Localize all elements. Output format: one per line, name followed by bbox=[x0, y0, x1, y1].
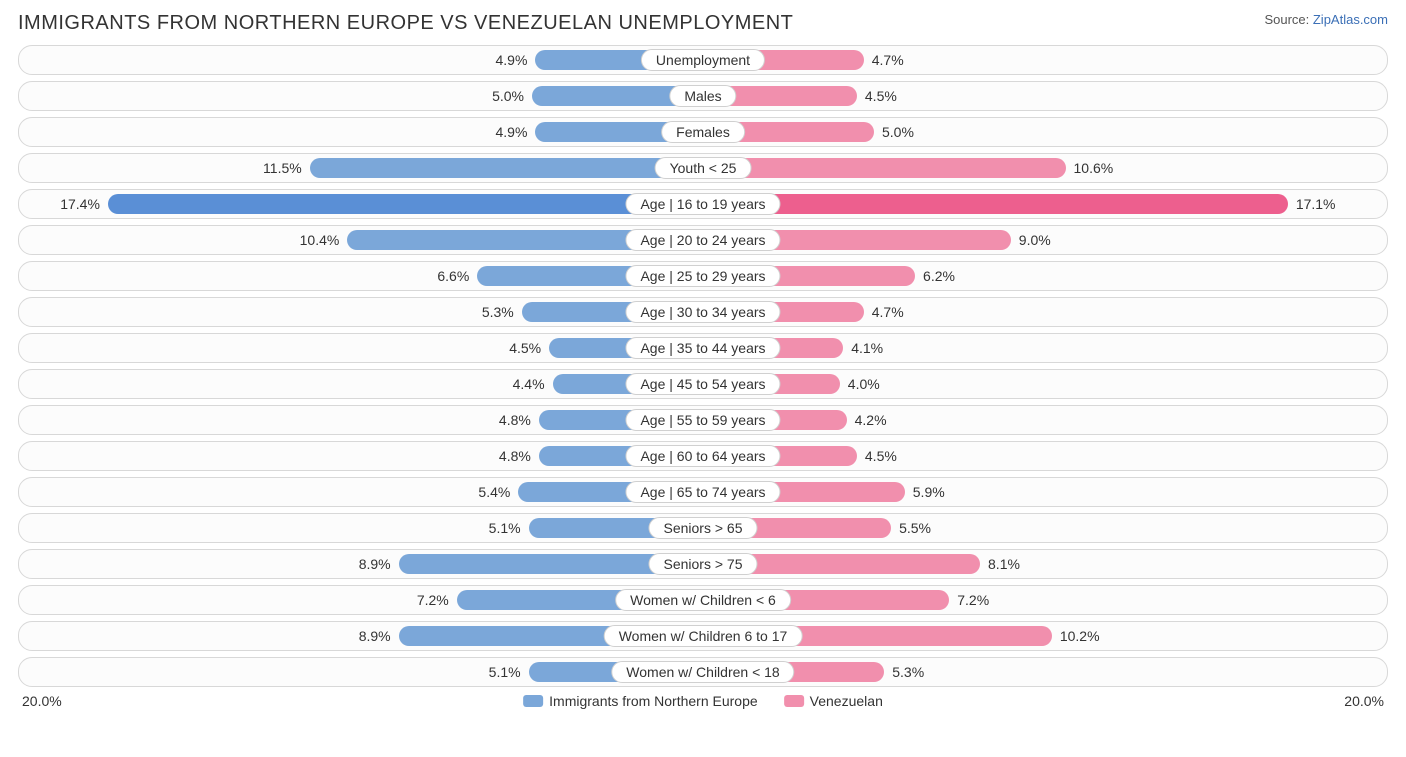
category-label: Unemployment bbox=[641, 49, 765, 71]
bar-value-right: 5.3% bbox=[892, 664, 924, 680]
bar-row: 5.1% 5.5% Seniors > 65 bbox=[18, 513, 1388, 543]
bar-value-left: 4.8% bbox=[499, 448, 531, 464]
bar-row: 10.4% 9.0% Age | 20 to 24 years bbox=[18, 225, 1388, 255]
bar-value-right: 5.0% bbox=[882, 124, 914, 140]
category-label: Age | 45 to 54 years bbox=[625, 373, 780, 395]
category-label: Women w/ Children 6 to 17 bbox=[604, 625, 803, 647]
category-label: Age | 65 to 74 years bbox=[625, 481, 780, 503]
axis-max-right: 20.0% bbox=[1344, 693, 1384, 709]
axis-max-left: 20.0% bbox=[22, 693, 62, 709]
bar-value-right: 5.9% bbox=[913, 484, 945, 500]
bar-row: 8.9% 10.2% Women w/ Children 6 to 17 bbox=[18, 621, 1388, 651]
category-label: Women w/ Children < 18 bbox=[611, 661, 794, 683]
bar-value-right: 6.2% bbox=[923, 268, 955, 284]
source-link[interactable]: ZipAtlas.com bbox=[1313, 12, 1388, 27]
category-label: Age | 55 to 59 years bbox=[625, 409, 780, 431]
bar-row: 17.4% 17.1% Age | 16 to 19 years bbox=[18, 189, 1388, 219]
bar-value-left: 10.4% bbox=[300, 232, 340, 248]
source-label: Source: bbox=[1264, 12, 1312, 27]
chart-title: IMMIGRANTS FROM NORTHERN EUROPE VS VENEZ… bbox=[18, 12, 793, 35]
chart-container: IMMIGRANTS FROM NORTHERN EUROPE VS VENEZ… bbox=[0, 0, 1406, 757]
legend: Immigrants from Northern Europe Venezuel… bbox=[523, 693, 883, 709]
category-label: Age | 60 to 64 years bbox=[625, 445, 780, 467]
bar-value-right: 8.1% bbox=[988, 556, 1020, 572]
bar-left bbox=[108, 194, 703, 214]
bar-row: 4.9% 4.7% Unemployment bbox=[18, 45, 1388, 75]
bar-right bbox=[703, 194, 1288, 214]
legend-item-left: Immigrants from Northern Europe bbox=[523, 693, 758, 709]
bar-row: 5.0% 4.5% Males bbox=[18, 81, 1388, 111]
bar-row: 6.6% 6.2% Age | 25 to 29 years bbox=[18, 261, 1388, 291]
category-label: Age | 35 to 44 years bbox=[625, 337, 780, 359]
bar-row: 4.4% 4.0% Age | 45 to 54 years bbox=[18, 369, 1388, 399]
bar-value-left: 4.4% bbox=[513, 376, 545, 392]
bar-value-left: 7.2% bbox=[417, 592, 449, 608]
category-label: Age | 25 to 29 years bbox=[625, 265, 780, 287]
bar-row: 5.1% 5.3% Women w/ Children < 18 bbox=[18, 657, 1388, 687]
bar-value-right: 4.0% bbox=[848, 376, 880, 392]
bar-row: 4.9% 5.0% Females bbox=[18, 117, 1388, 147]
bar-value-right: 4.5% bbox=[865, 448, 897, 464]
bar-value-left: 4.9% bbox=[496, 52, 528, 68]
bar-value-left: 4.5% bbox=[509, 340, 541, 356]
bar-row: 5.4% 5.9% Age | 65 to 74 years bbox=[18, 477, 1388, 507]
legend-swatch-right bbox=[784, 695, 804, 707]
bar-value-left: 17.4% bbox=[60, 196, 100, 212]
bar-value-left: 6.6% bbox=[437, 268, 469, 284]
bar-right bbox=[703, 158, 1066, 178]
bar-value-right: 10.6% bbox=[1074, 160, 1114, 176]
bar-value-left: 5.3% bbox=[482, 304, 514, 320]
bar-value-right: 5.5% bbox=[899, 520, 931, 536]
source: Source: ZipAtlas.com bbox=[1264, 12, 1388, 27]
bar-value-right: 4.5% bbox=[865, 88, 897, 104]
category-label: Females bbox=[661, 121, 745, 143]
bar-row: 4.5% 4.1% Age | 35 to 44 years bbox=[18, 333, 1388, 363]
bar-value-left: 5.4% bbox=[478, 484, 510, 500]
category-label: Age | 20 to 24 years bbox=[625, 229, 780, 251]
bar-value-right: 7.2% bbox=[957, 592, 989, 608]
bar-row: 4.8% 4.5% Age | 60 to 64 years bbox=[18, 441, 1388, 471]
category-label: Women w/ Children < 6 bbox=[615, 589, 791, 611]
bar-value-left: 5.1% bbox=[489, 664, 521, 680]
header: IMMIGRANTS FROM NORTHERN EUROPE VS VENEZ… bbox=[18, 12, 1388, 35]
bar-row: 4.8% 4.2% Age | 55 to 59 years bbox=[18, 405, 1388, 435]
bar-left bbox=[310, 158, 703, 178]
bar-value-left: 4.8% bbox=[499, 412, 531, 428]
chart-area: 4.9% 4.7% Unemployment 5.0% 4.5% Males 4.9% 5.0… bbox=[18, 45, 1388, 687]
category-label: Age | 30 to 34 years bbox=[625, 301, 780, 323]
bar-value-left: 5.1% bbox=[489, 520, 521, 536]
legend-swatch-left bbox=[523, 695, 543, 707]
axis-row: 20.0% Immigrants from Northern Europe Ve… bbox=[18, 693, 1388, 717]
category-label: Males bbox=[669, 85, 736, 107]
bar-value-right: 10.2% bbox=[1060, 628, 1100, 644]
bar-value-left: 4.9% bbox=[496, 124, 528, 140]
category-label: Seniors > 65 bbox=[649, 517, 758, 539]
bar-row: 8.9% 8.1% Seniors > 75 bbox=[18, 549, 1388, 579]
bar-value-right: 4.2% bbox=[855, 412, 887, 428]
bar-row: 7.2% 7.2% Women w/ Children < 6 bbox=[18, 585, 1388, 615]
bar-value-left: 8.9% bbox=[359, 628, 391, 644]
bar-row: 5.3% 4.7% Age | 30 to 34 years bbox=[18, 297, 1388, 327]
category-label: Seniors > 75 bbox=[649, 553, 758, 575]
bar-value-left: 5.0% bbox=[492, 88, 524, 104]
bar-value-left: 8.9% bbox=[359, 556, 391, 572]
legend-label-left: Immigrants from Northern Europe bbox=[549, 693, 758, 709]
bar-value-right: 17.1% bbox=[1296, 196, 1336, 212]
bar-value-left: 11.5% bbox=[263, 160, 302, 176]
bar-value-right: 4.7% bbox=[872, 52, 904, 68]
bar-value-right: 9.0% bbox=[1019, 232, 1051, 248]
bar-row: 11.5% 10.6% Youth < 25 bbox=[18, 153, 1388, 183]
category-label: Age | 16 to 19 years bbox=[625, 193, 780, 215]
legend-label-right: Venezuelan bbox=[810, 693, 883, 709]
category-label: Youth < 25 bbox=[655, 157, 752, 179]
legend-item-right: Venezuelan bbox=[784, 693, 883, 709]
bar-value-right: 4.1% bbox=[851, 340, 883, 356]
bar-value-right: 4.7% bbox=[872, 304, 904, 320]
